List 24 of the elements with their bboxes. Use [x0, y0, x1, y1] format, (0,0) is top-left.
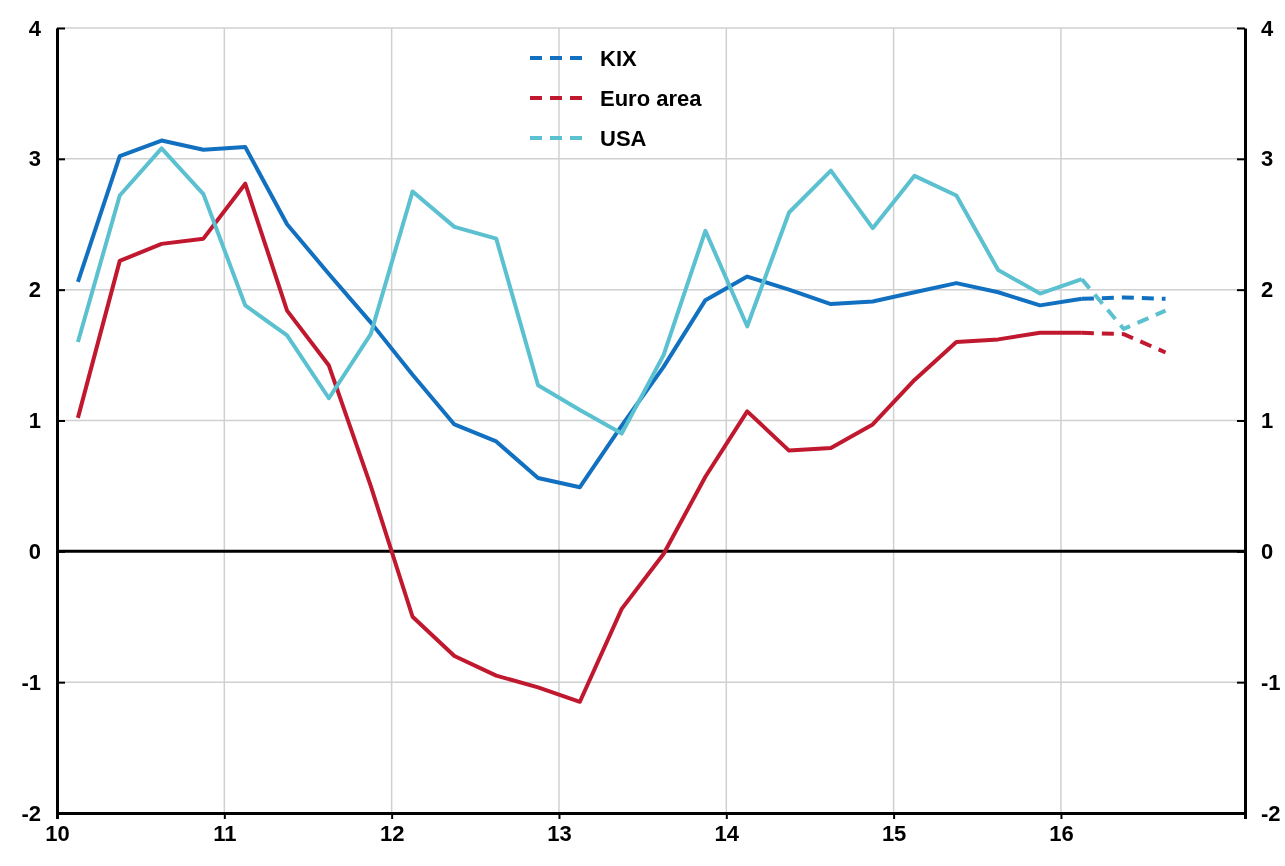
x-tick-label: 14 [714, 820, 740, 846]
x-tick-label: 12 [379, 820, 405, 846]
y2-tick-label: 1 [1261, 408, 1274, 434]
x-tick-label: 13 [547, 820, 572, 846]
legend-label: KIX [600, 46, 637, 71]
y2-tick-label: 3 [1261, 146, 1274, 172]
y2-tick-label: 4 [1261, 15, 1274, 41]
legend-label: USA [600, 126, 647, 151]
y-tick-label: 4 [28, 15, 42, 41]
y2-tick-label: 2 [1261, 277, 1274, 303]
y-tick-label: 0 [28, 538, 41, 564]
x-tick-label: 15 [881, 820, 907, 846]
y-tick-label: -2 [21, 800, 41, 826]
y2-tick-label: -2 [1261, 800, 1281, 826]
x-tick-label: 10 [45, 820, 70, 846]
x-tick-label: 16 [1049, 820, 1074, 846]
y-tick-label: 3 [28, 146, 41, 172]
y-tick-label: 1 [28, 408, 41, 434]
y-tick-label: 2 [28, 277, 41, 303]
legend-label: Euro area [600, 86, 703, 111]
y-tick-label: -1 [21, 669, 41, 695]
y2-tick-label: -1 [1261, 669, 1281, 695]
x-tick-label: 11 [213, 820, 237, 846]
y2-tick-label: 0 [1261, 538, 1274, 564]
